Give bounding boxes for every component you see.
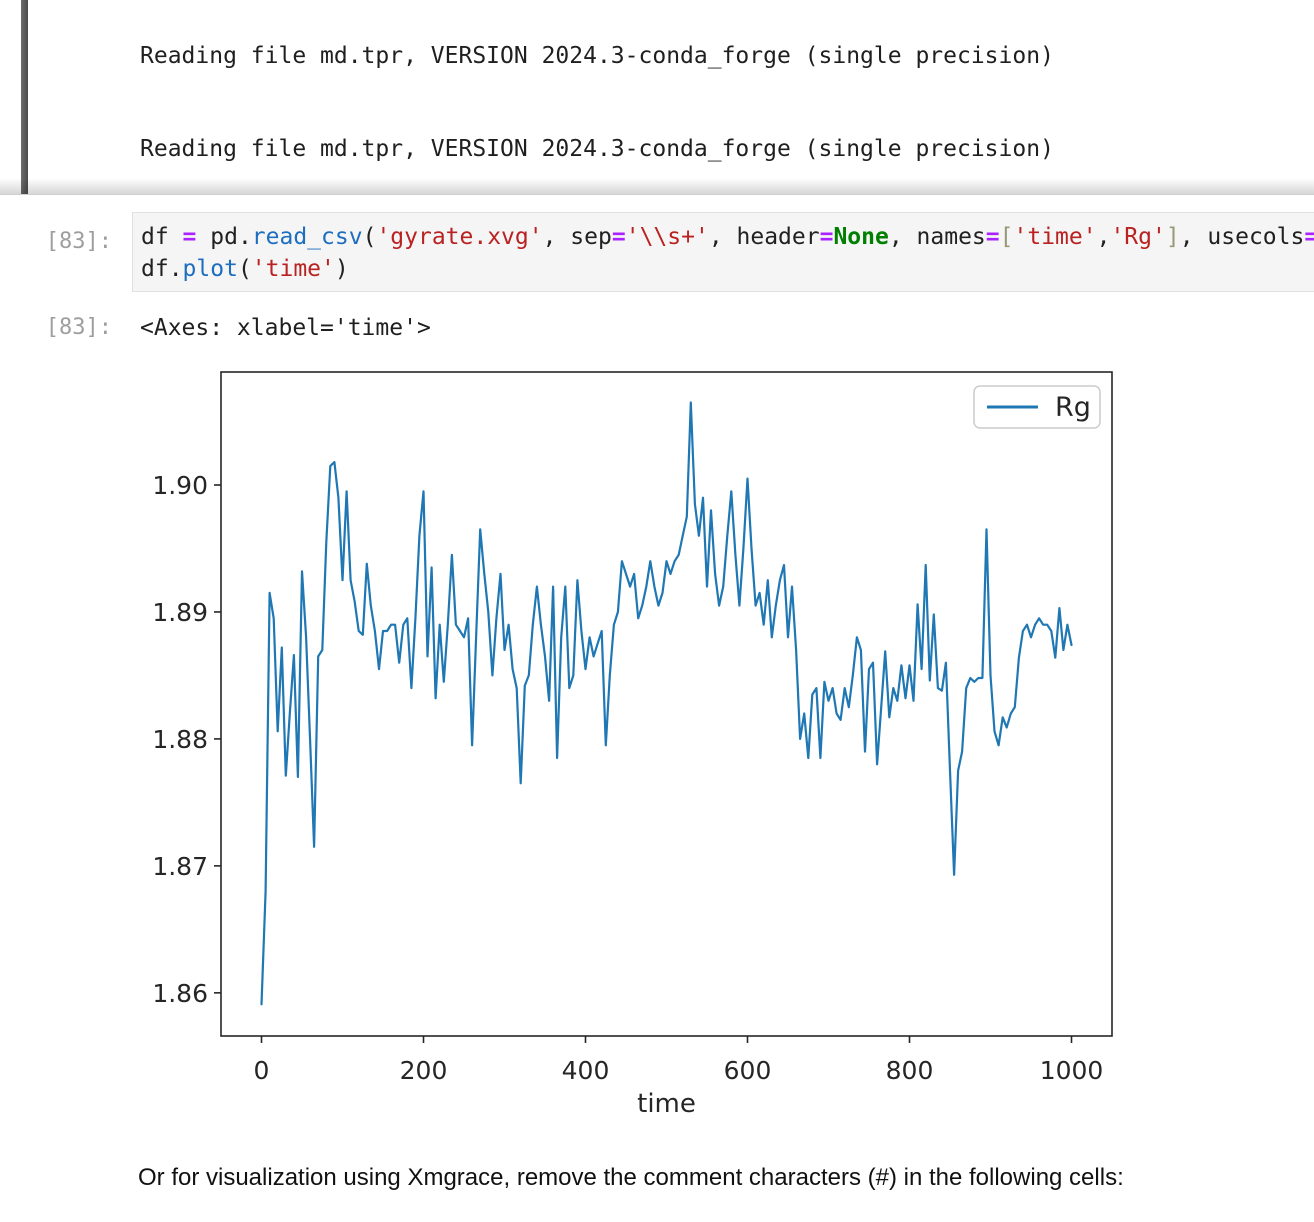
x-tick-label: 1000 (1040, 1056, 1104, 1085)
y-tick-label: 1.88 (152, 725, 208, 754)
code-token: '\\s+' (625, 224, 709, 250)
matplotlib-figure: 0 200 400 600 800 1000 1.86 1.87 1.88 1.89 1.90 tim… (138, 362, 1160, 1130)
x-tick-label: 0 (254, 1056, 270, 1085)
code-token: , (1096, 224, 1111, 250)
code-token: = (1304, 224, 1314, 250)
console-line: Reading file md.tpr, VERSION 2024.3-cond… (140, 136, 1054, 162)
code-token: = (985, 224, 1000, 250)
code-token: , sep (542, 224, 612, 250)
output-repr-text: <Axes: xlabel='time'> (140, 315, 431, 341)
output-prompt: [83]: (45, 315, 112, 340)
code-token: 'time' (251, 256, 335, 282)
x-tick-label: 600 (724, 1056, 772, 1085)
y-tick-label: 1.86 (152, 979, 208, 1008)
code-token: = (611, 224, 626, 250)
rg-series-line (260, 401, 1073, 1006)
code-token: , header (708, 224, 820, 250)
code-line-1[interactable]: df = pd.read_csv('gyrate.xvg', sep='\\s+… (141, 221, 1314, 253)
code-token: 'gyrate.xvg' (376, 224, 543, 250)
axes-frame (220, 371, 1113, 1037)
input-prompt: [83]: (45, 229, 112, 254)
code-token: [ (999, 224, 1014, 250)
code-token: 'Rg' (1110, 224, 1166, 250)
console-output-text: Reading file md.tpr, VERSION 2024.3-cond… (140, 0, 1314, 194)
code-token: ] (1165, 224, 1180, 250)
code-token: = (182, 224, 197, 250)
output-collapser-bar[interactable] (21, 0, 28, 194)
code-token: = (819, 224, 834, 250)
rg-line-chart: 0 200 400 600 800 1000 1.86 1.87 1.88 1.89 1.90 tim… (152, 371, 1113, 1119)
code-token: ) (334, 256, 349, 282)
code-token: ( (237, 256, 252, 282)
x-axis-label: time (637, 1089, 696, 1119)
x-tick-label: 400 (562, 1056, 610, 1085)
x-tick-label: 800 (886, 1056, 934, 1085)
y-tick-label: 1.90 (152, 471, 208, 500)
code-line-2[interactable]: df.plot('time') (141, 253, 1314, 285)
legend-label: Rg (1055, 392, 1091, 423)
code-token: df (141, 224, 183, 250)
code-token: plot (182, 256, 238, 282)
markdown-paragraph: Or for visualization using Xmgrace, remo… (138, 1164, 1124, 1191)
code-editor[interactable]: df = pd.read_csv('gyrate.xvg', sep='\\s+… (132, 212, 1314, 292)
x-tick-label: 200 (400, 1056, 448, 1085)
code-token: pd. (196, 224, 252, 250)
console-output-region[interactable]: Reading file md.tpr, VERSION 2024.3-cond… (0, 0, 1314, 195)
y-tick-label: 1.89 (152, 598, 208, 627)
code-token: read_csv (251, 224, 363, 250)
code-token: 'time' (1013, 224, 1097, 250)
code-token: None (833, 224, 889, 250)
code-token: df. (141, 256, 183, 282)
code-token: ( (362, 224, 377, 250)
code-token: , names (888, 224, 986, 250)
code-token: , usecols (1179, 224, 1305, 250)
console-line: Reading file md.tpr, VERSION 2024.3-cond… (140, 43, 1054, 69)
y-tick-label: 1.87 (152, 852, 208, 881)
